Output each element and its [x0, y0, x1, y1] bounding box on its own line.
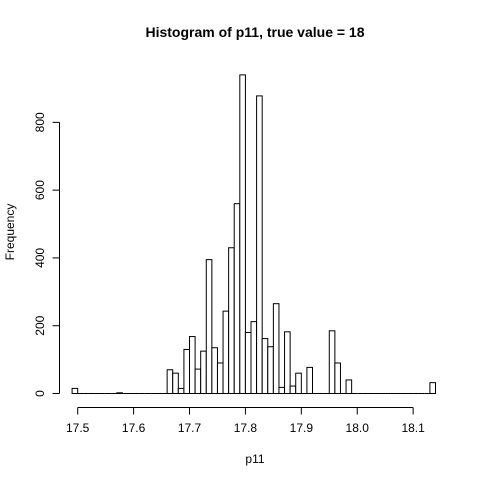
histogram-bar: [194, 368, 202, 395]
histogram-bar: [183, 348, 191, 395]
histogram-bar: [278, 386, 286, 394]
histogram-bar: [272, 303, 280, 394]
histogram-bar: [228, 247, 235, 394]
y-axis-label: Frequency: [3, 204, 17, 261]
histogram-bar: [200, 350, 207, 395]
histogram-bar: [222, 310, 230, 395]
histogram-bar: [284, 331, 291, 394]
y-tick-label: 600: [33, 180, 47, 200]
histogram-bar: [216, 362, 224, 394]
x-axis: 17.5 17.6 17.7 17.8 17.9 18.0 18.1: [66, 407, 425, 435]
histogram-bar: [239, 74, 246, 394]
x-tick-label: 18.0: [346, 421, 370, 435]
x-tick-label: 17.5: [66, 421, 90, 435]
histogram-bar: [334, 362, 341, 394]
histogram-bar: [345, 379, 353, 395]
x-tick-label: 17.6: [122, 421, 146, 435]
histogram-bar: [250, 321, 258, 395]
histogram-bar: [328, 330, 336, 395]
x-tick-label: 17.7: [178, 421, 202, 435]
histogram-bar: [177, 387, 185, 395]
histogram-bar: [295, 372, 302, 395]
histogram-bar: [256, 95, 263, 395]
chart-title: Histogram of p11, true value = 18: [145, 24, 364, 40]
histogram-bar: [116, 392, 123, 395]
histogram-bar: [205, 259, 213, 394]
histogram-bar: [172, 372, 179, 395]
histogram-bar: [211, 347, 218, 394]
histogram-bars: [71, 74, 437, 395]
histogram-bar: [267, 346, 274, 395]
y-tick-label: 400: [33, 248, 47, 268]
histogram-bar: [244, 331, 252, 394]
histogram-bar: [189, 336, 196, 394]
histogram-bar: [429, 382, 437, 394]
y-tick-label: 0: [33, 390, 47, 397]
histogram-bar: [233, 203, 241, 394]
y-tick-label: 800: [33, 112, 47, 132]
histogram-bar: [306, 366, 314, 394]
x-tick-label: 17.8: [234, 421, 258, 435]
histogram-bar: [261, 338, 269, 394]
x-tick-label: 17.9: [290, 421, 314, 435]
histogram-bar: [71, 387, 79, 395]
histogram-bar: [289, 385, 297, 395]
x-tick-label: 18.1: [401, 421, 425, 435]
x-axis-label: p11: [245, 452, 264, 466]
y-tick-label: 200: [33, 315, 47, 335]
histogram-bar: [166, 369, 174, 394]
y-axis: 0 200 400 600 800: [33, 112, 60, 397]
